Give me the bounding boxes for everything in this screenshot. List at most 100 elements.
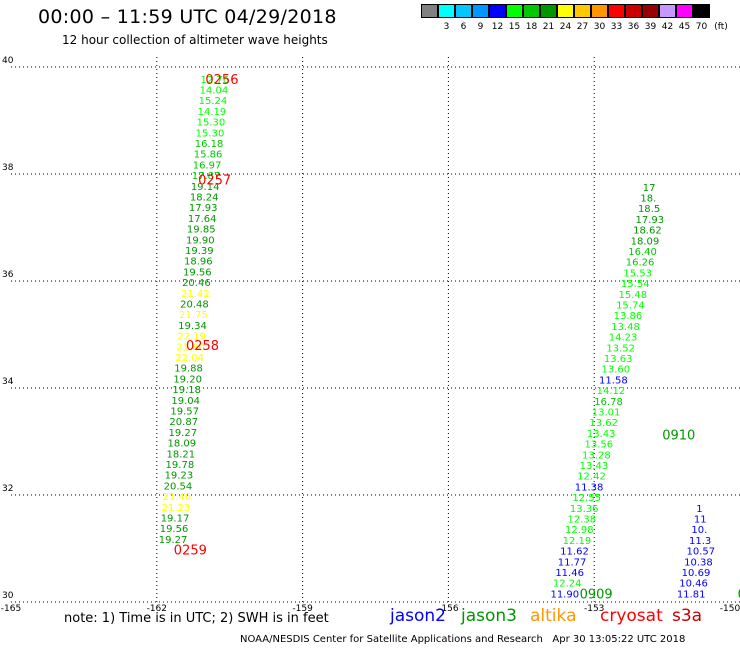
wave-height-value: 13.43 — [587, 429, 616, 440]
wave-height-value: 13.62 — [589, 418, 618, 429]
x-tick-label: -165 — [1, 604, 21, 614]
pass-time-label: 0258 — [186, 339, 219, 354]
wave-height-value: 16.18 — [195, 139, 224, 150]
wave-height-value: 11.58 — [599, 375, 628, 386]
wave-height-value: 11.62 — [560, 547, 589, 558]
wave-height-value: 18.96 — [184, 257, 213, 268]
wave-height-value: 12.98 — [565, 525, 594, 536]
wave-height-value: 18.5 — [638, 204, 660, 215]
wave-height-value: 19.20 — [173, 374, 202, 385]
scale-swatch — [574, 4, 591, 18]
x-tick-label: -162 — [147, 604, 167, 614]
wave-height-value: 17.93 — [189, 203, 218, 214]
wave-height-value: 10.46 — [679, 579, 708, 590]
wave-height-value: 18.21 — [167, 449, 196, 460]
y-tick-label: 34 — [2, 377, 14, 387]
scale-label: 21 — [542, 22, 555, 32]
x-tick-label: -150 — [720, 604, 740, 614]
scale-label: 45 — [678, 22, 691, 32]
pass-time-label: 0257 — [198, 173, 231, 188]
wave-height-value: 15.74 — [616, 301, 645, 312]
wave-height-value: 19.56 — [183, 267, 212, 278]
x-tick-label: -159 — [292, 604, 313, 614]
scale-swatch — [523, 4, 540, 18]
pass-time-label: 0909 — [580, 587, 613, 602]
satellite-legend-s3a: s3a — [672, 606, 703, 626]
chart-title: 00:00 – 11:59 UTC 04/29/2018 — [38, 6, 337, 28]
wave-height-value: 19.14 — [191, 182, 220, 193]
scale-label: 12 — [491, 22, 504, 32]
pass-time-label: 0910 — [662, 429, 695, 444]
scale-label: 24 — [559, 22, 572, 32]
wave-height-value: 13.63 — [604, 354, 633, 365]
scale-label: 36 — [627, 22, 640, 32]
chart-subtitle: 12 hour collection of altimeter wave hei… — [62, 33, 328, 47]
scale-label: 33 — [610, 22, 623, 32]
wave-height-value: 15.53 — [623, 268, 652, 279]
wave-height-value: 13.01 — [592, 408, 621, 419]
scale-label: 18 — [525, 22, 538, 32]
scale-label: 6 — [460, 22, 467, 32]
y-tick-label: 32 — [2, 484, 13, 494]
wave-height-value: 21.46 — [163, 492, 192, 503]
scale-swatch — [540, 4, 557, 18]
wave-height-value: 14.12 — [597, 386, 626, 397]
scale-swatch — [557, 4, 574, 18]
scale-swatch — [608, 4, 625, 18]
wave-height-value: 19.27 — [159, 535, 188, 546]
wave-height-value: 11 — [694, 515, 707, 526]
wave-height-value: 17.64 — [188, 214, 217, 225]
wave-height-value: 15.24 — [199, 96, 228, 107]
wave-height-value: 15.54 — [621, 279, 650, 290]
scale-swatch — [659, 4, 676, 18]
wave-height-value: 19.17 — [161, 513, 190, 524]
wave-height-value: 11.81 — [677, 589, 706, 600]
x-tick-label: -153 — [584, 604, 604, 614]
wave-height-value: 19.39 — [185, 246, 214, 257]
wave-height-value: 19.27 — [168, 428, 197, 439]
y-tick-label: 36 — [2, 270, 14, 280]
wave-height-value: 19.78 — [166, 460, 195, 471]
wave-height-value: 15.86 — [194, 150, 223, 161]
wave-height-value: 15.30 — [196, 128, 225, 139]
wave-height-value: 21.75 — [179, 310, 208, 321]
wave-height-value: 11.90 — [550, 589, 579, 600]
wave-height-value: 12.42 — [577, 472, 606, 483]
scale-label: 27 — [576, 22, 589, 32]
y-tick-label: 38 — [2, 163, 14, 173]
wave-height-value: 17.87 — [192, 171, 221, 182]
wave-height-value: 17 — [643, 183, 656, 194]
wave-height-value: 13.56 — [584, 440, 613, 451]
wave-height-value: 1 — [696, 504, 702, 515]
wave-height-value: 18.09 — [167, 439, 196, 450]
wave-height-value: 20.48 — [180, 299, 209, 310]
scale-label: 70 — [695, 22, 708, 32]
wave-height-value: 22.19 — [177, 332, 206, 343]
pass-time-label: 0256 — [205, 73, 238, 88]
satellite-legend-jason3: jason3 — [461, 606, 517, 626]
wave-height-value: 19.57 — [170, 406, 199, 417]
wave-height-value: 19.56 — [160, 524, 189, 535]
scale-unit: (ft) — [714, 22, 728, 32]
wave-height-value: 21.60 — [176, 342, 205, 353]
wave-height-value: 12.55 — [572, 493, 601, 504]
wave-height-value: 13.36 — [570, 504, 599, 515]
scale-label: 42 — [661, 22, 674, 32]
wave-height-value: 14.04 — [200, 85, 229, 96]
y-tick-label: 40 — [2, 56, 14, 66]
note-text: note: 1) Time is in UTC; 2) SWH is in fe… — [64, 611, 329, 626]
wave-height-value: 13.60 — [601, 365, 630, 376]
wave-height-value: 16.97 — [193, 160, 222, 171]
wave-height-value: 20.54 — [164, 481, 193, 492]
wave-height-value: 18.62 — [633, 226, 662, 237]
wave-height-value: 11.77 — [558, 557, 587, 568]
scale-swatch — [642, 4, 659, 18]
wave-height-value: 18. — [640, 194, 656, 205]
wave-height-value: 15.48 — [619, 290, 648, 301]
wave-height-value: 10.57 — [687, 547, 716, 558]
satellite-legend-altika: altika — [530, 606, 577, 626]
wave-height-value: 11.38 — [575, 482, 604, 493]
satellite-legend-jason2: jason2 — [390, 606, 446, 626]
wave-height-value: 21.42 — [181, 289, 210, 300]
